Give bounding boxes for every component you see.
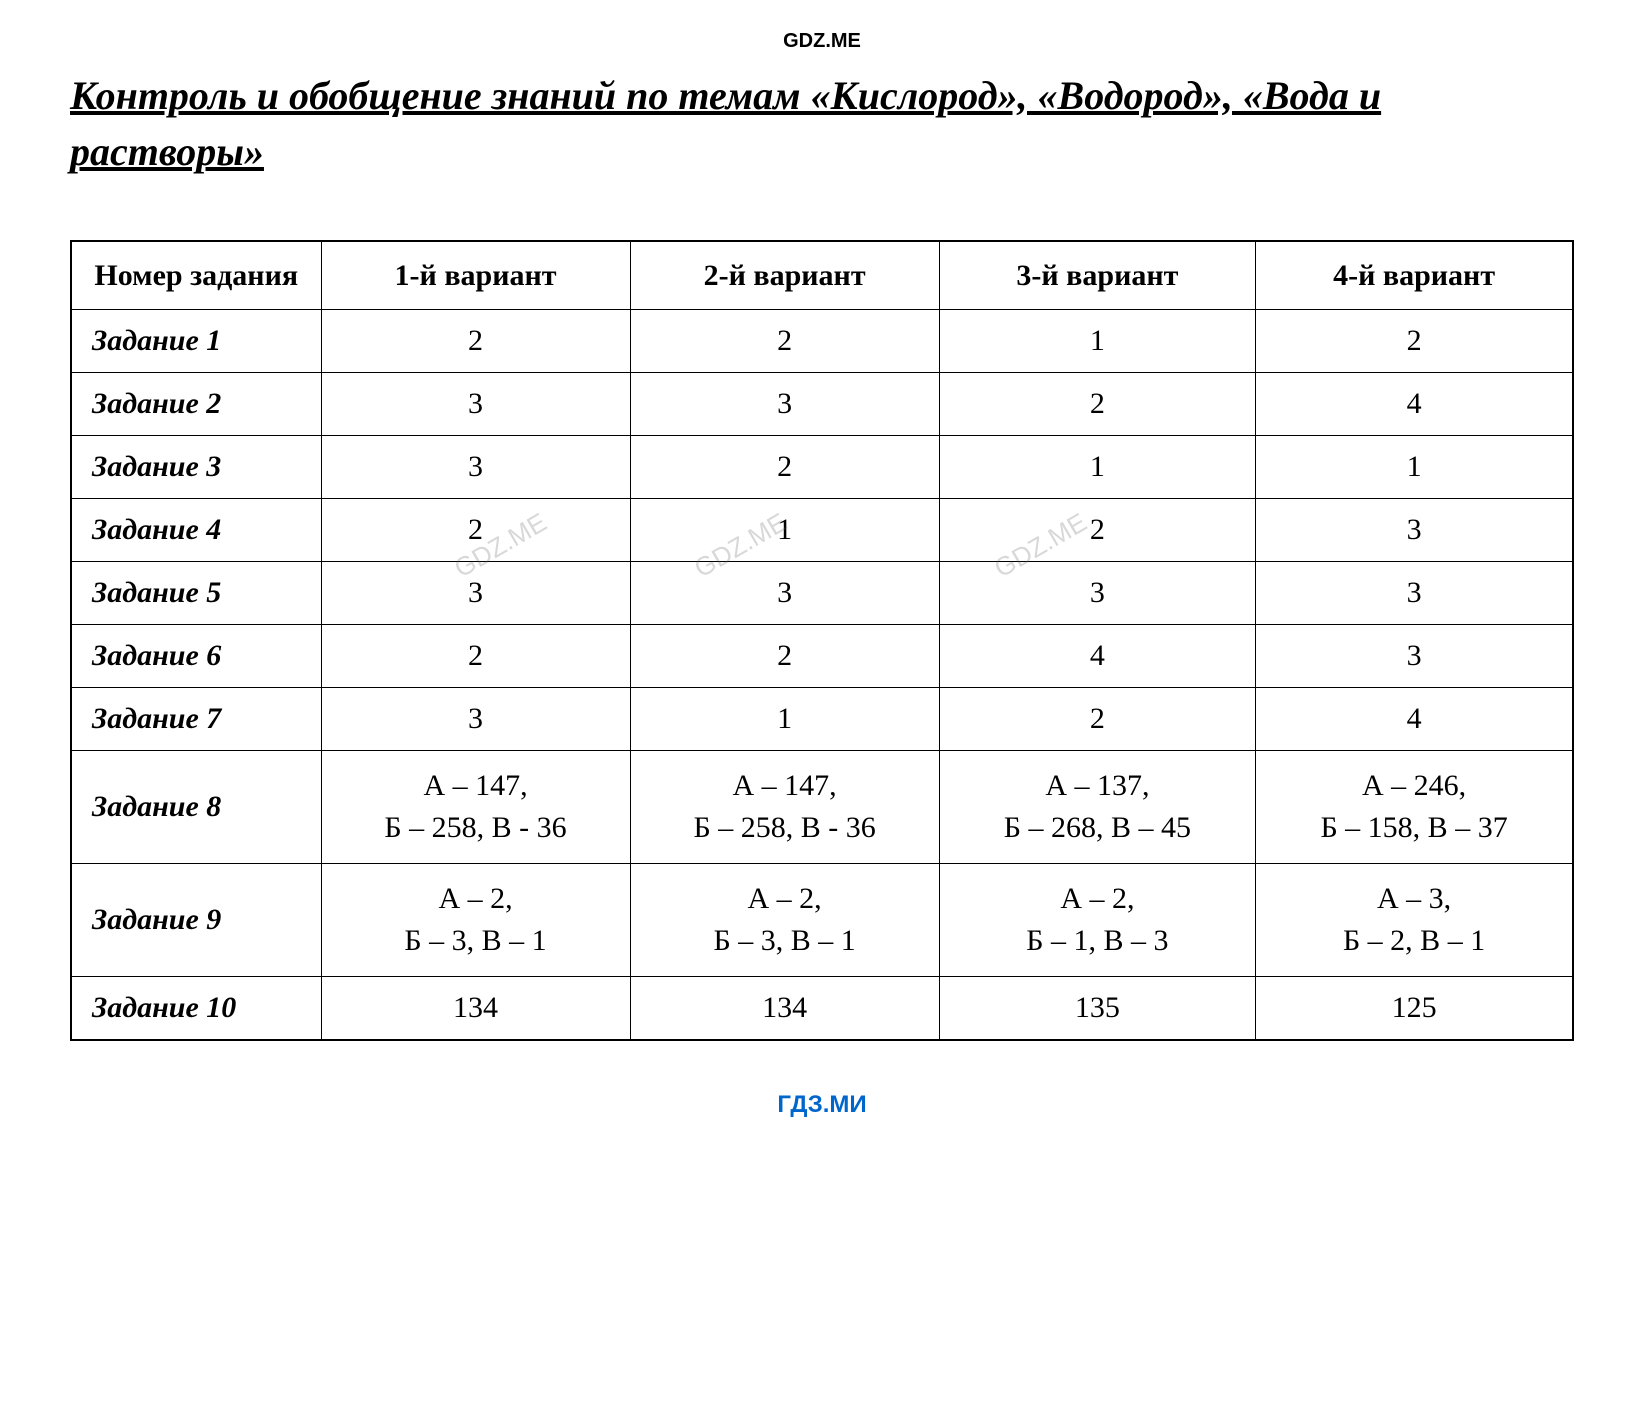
table-cell: 2 — [630, 310, 939, 373]
col-header-variant3: 3-й вариант — [939, 241, 1256, 310]
row-label: Задание 9 — [71, 864, 321, 977]
table-cell: А – 137,Б – 268, В – 45 — [939, 751, 1256, 864]
table-row: Задание 73124 — [71, 688, 1573, 751]
row-label: Задание 5 — [71, 562, 321, 625]
table-row: Задание 53333 — [71, 562, 1573, 625]
footer-watermark: ГДЗ.МИ — [70, 1091, 1574, 1119]
table-row: Задание 9А – 2,Б – 3, В – 1А – 2,Б – 3, … — [71, 864, 1573, 977]
row-label: Задание 1 — [71, 310, 321, 373]
table-cell: 3 — [630, 373, 939, 436]
table-cell: 134 — [321, 977, 630, 1041]
col-header-variant2: 2-й вариант — [630, 241, 939, 310]
table-cell: А – 3,Б – 2, В – 1 — [1256, 864, 1573, 977]
table-row: Задание 33211 — [71, 436, 1573, 499]
table-row: Задание 23324 — [71, 373, 1573, 436]
table-cell: 134 — [630, 977, 939, 1041]
row-label: Задание 10 — [71, 977, 321, 1041]
table-cell: 125 — [1256, 977, 1573, 1041]
table-body: Задание 12212Задание 23324Задание 33211З… — [71, 310, 1573, 1041]
table-cell: 135 — [939, 977, 1256, 1041]
table-cell: 3 — [1256, 562, 1573, 625]
table-cell: 3 — [321, 373, 630, 436]
table-row: Задание 62243 — [71, 625, 1573, 688]
table-row: Задание 42123 — [71, 499, 1573, 562]
table-cell: 1 — [939, 436, 1256, 499]
table-cell: 2 — [939, 688, 1256, 751]
row-label: Задание 6 — [71, 625, 321, 688]
row-label: Задание 4 — [71, 499, 321, 562]
col-header-variant1: 1-й вариант — [321, 241, 630, 310]
table-cell: 1 — [630, 499, 939, 562]
answer-table: Номер задания 1-й вариант 2-й вариант 3-… — [70, 240, 1574, 1041]
table-row: Задание 12212 — [71, 310, 1573, 373]
page-container: GDZ.ME Контроль и обобщение знаний по те… — [70, 30, 1574, 1119]
table-cell: А – 246,Б – 158, В – 37 — [1256, 751, 1573, 864]
table-cell: 2 — [321, 499, 630, 562]
header-watermark: GDZ.ME — [70, 30, 1574, 53]
col-header-task: Номер задания — [71, 241, 321, 310]
table-cell: 4 — [1256, 688, 1573, 751]
table-cell: А – 2,Б – 3, В – 1 — [321, 864, 630, 977]
table-cell: 1 — [1256, 436, 1573, 499]
table-cell: 3 — [321, 688, 630, 751]
row-label: Задание 7 — [71, 688, 321, 751]
row-label: Задание 2 — [71, 373, 321, 436]
table-cell: А – 2,Б – 3, В – 1 — [630, 864, 939, 977]
table-cell: 2 — [939, 373, 1256, 436]
table-row: Задание 10134134135125 — [71, 977, 1573, 1041]
table-cell: 2 — [630, 625, 939, 688]
table-cell: 2 — [321, 625, 630, 688]
table-cell: 1 — [939, 310, 1256, 373]
table-cell: 3 — [321, 436, 630, 499]
table-header-row: Номер задания 1-й вариант 2-й вариант 3-… — [71, 241, 1573, 310]
table-cell: 4 — [1256, 373, 1573, 436]
table-cell: 2 — [939, 499, 1256, 562]
table-cell: 3 — [1256, 625, 1573, 688]
table-cell: 2 — [630, 436, 939, 499]
table-cell: 3 — [321, 562, 630, 625]
table-cell: А – 2,Б – 1, В – 3 — [939, 864, 1256, 977]
row-label: Задание 3 — [71, 436, 321, 499]
col-header-variant4: 4-й вариант — [1256, 241, 1573, 310]
table-cell: 3 — [1256, 499, 1573, 562]
table-cell: 3 — [630, 562, 939, 625]
table-cell: 2 — [321, 310, 630, 373]
table-cell: А – 147,Б – 258, В - 36 — [630, 751, 939, 864]
page-title: Контроль и обобщение знаний по темам «Ки… — [70, 68, 1574, 180]
table-row: Задание 8А – 147,Б – 258, В - 36А – 147,… — [71, 751, 1573, 864]
table-cell: 1 — [630, 688, 939, 751]
table-cell: 2 — [1256, 310, 1573, 373]
row-label: Задание 8 — [71, 751, 321, 864]
table-cell: 4 — [939, 625, 1256, 688]
table-cell: 3 — [939, 562, 1256, 625]
table-cell: А – 147,Б – 258, В - 36 — [321, 751, 630, 864]
